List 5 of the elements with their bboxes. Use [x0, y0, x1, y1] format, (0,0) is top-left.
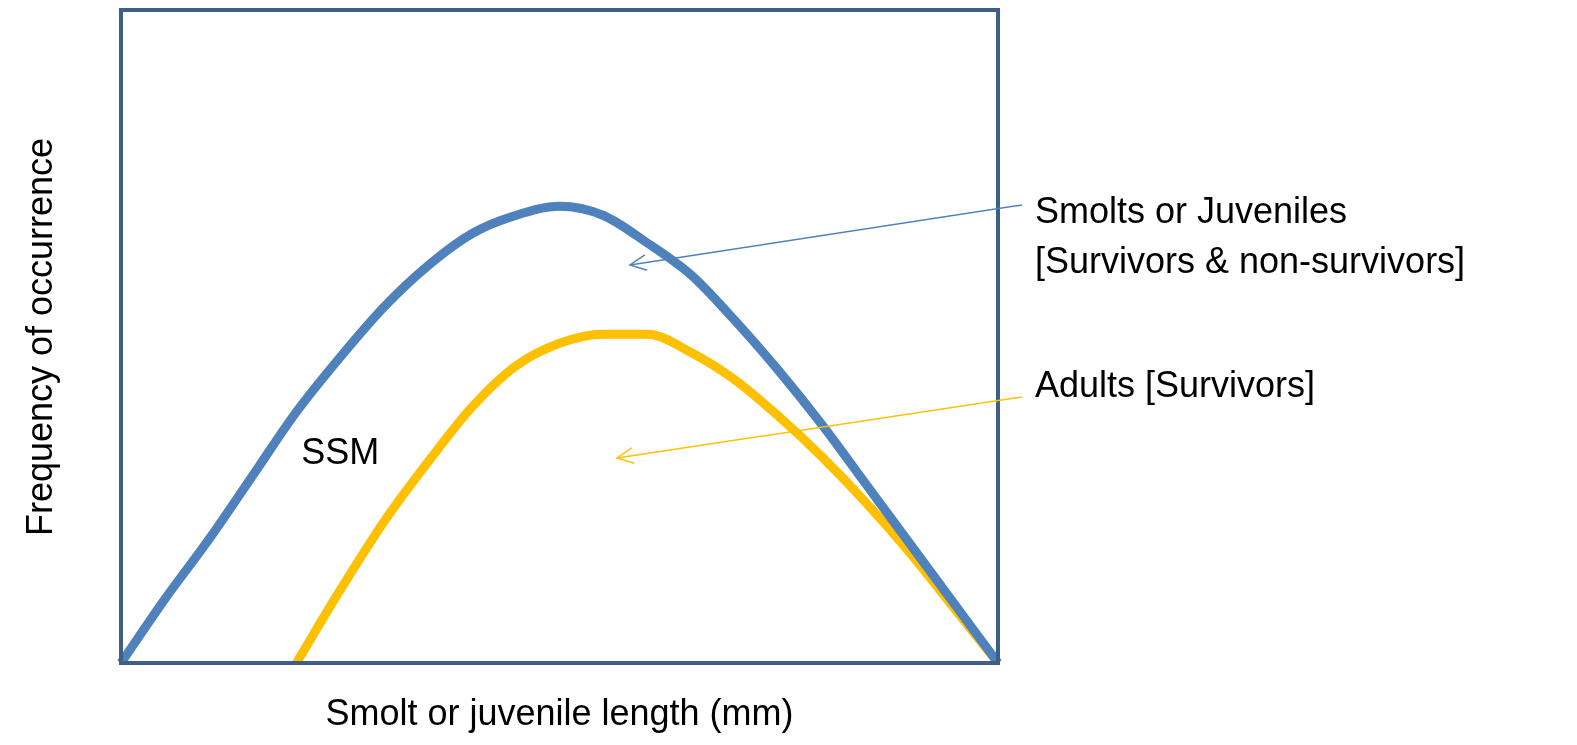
x-axis-title: Smolt or juvenile length (mm): [324, 692, 795, 734]
annotation: SSM: [301, 430, 380, 472]
y-axis-title: Frequency of occurrence: [19, 137, 61, 536]
text: Adults [Survivors]: [1035, 363, 1316, 407]
text: Smolts or Juveniles [Survivors & non-survivors]: [1035, 189, 1466, 283]
